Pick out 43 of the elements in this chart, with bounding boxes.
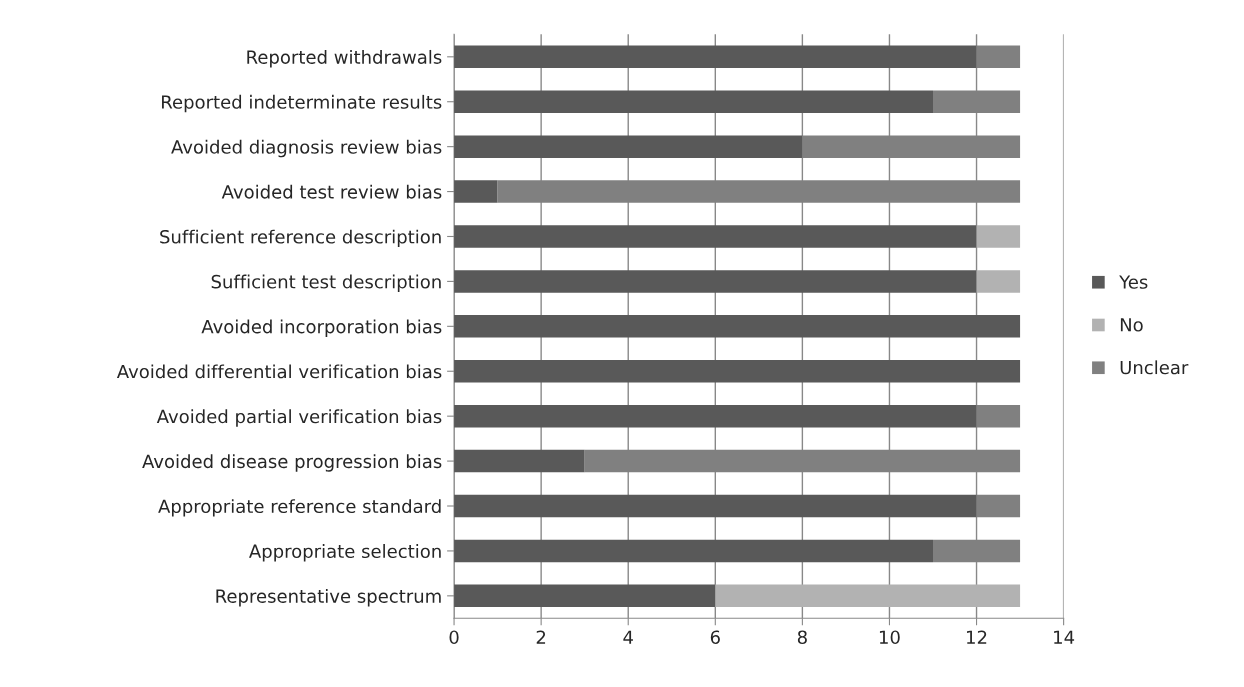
y-tick-label: Appropriate reference standard — [158, 499, 441, 517]
bar — [454, 404, 977, 428]
bar — [454, 449, 585, 473]
x-tick-label: 0 — [449, 630, 459, 645]
y-tick-label: Reported withdrawals — [247, 49, 442, 68]
bar — [454, 315, 1021, 338]
bar — [454, 90, 933, 113]
bar — [454, 270, 977, 293]
bar — [454, 494, 977, 518]
y-tick-label: Reported indeterminate results — [162, 94, 442, 113]
bar — [976, 270, 1021, 293]
legend-label: Unclear — [1120, 360, 1189, 375]
y-tick-label: Sufficient test description — [211, 274, 441, 293]
bar — [454, 225, 977, 248]
x-tick-label: 6 — [710, 630, 720, 645]
bar — [976, 404, 1021, 428]
x-tick-label: 4 — [623, 630, 633, 644]
bar — [454, 45, 977, 69]
x-tick-label: 12 — [967, 630, 987, 644]
y-tick-label: Avoided test review bias — [221, 184, 442, 199]
y-tick-label: Avoided incorporation bias — [201, 319, 442, 337]
x-tick-label: 10 — [879, 630, 900, 645]
y-tick-label: Avoided disease progression bias — [142, 454, 442, 472]
y-tick-label: Avoided diagnosis review bias — [171, 139, 442, 158]
x-tick-label: 2 — [536, 630, 546, 644]
y-tick-label: Avoided partial verification bias — [156, 409, 442, 427]
bar — [976, 45, 1021, 69]
bar — [976, 494, 1021, 518]
y-tick-label: Appropriate selection — [249, 544, 441, 562]
legend-label: Yes — [1119, 275, 1148, 289]
y-tick-label: Sufficient reference description — [160, 229, 441, 248]
y-tick-label: Representative spectrum — [216, 588, 441, 607]
y-tick-label: Avoided differential verification bias — [116, 364, 442, 379]
bar — [454, 180, 498, 203]
bar — [454, 584, 716, 608]
bar — [715, 584, 1021, 608]
x-tick-label: 14 — [1054, 630, 1075, 644]
bar — [454, 539, 933, 563]
bar — [976, 225, 1021, 248]
x-tick-label: 8 — [797, 630, 807, 645]
bar — [454, 135, 803, 158]
bar — [454, 360, 1021, 383]
legend-label: No — [1120, 318, 1143, 332]
